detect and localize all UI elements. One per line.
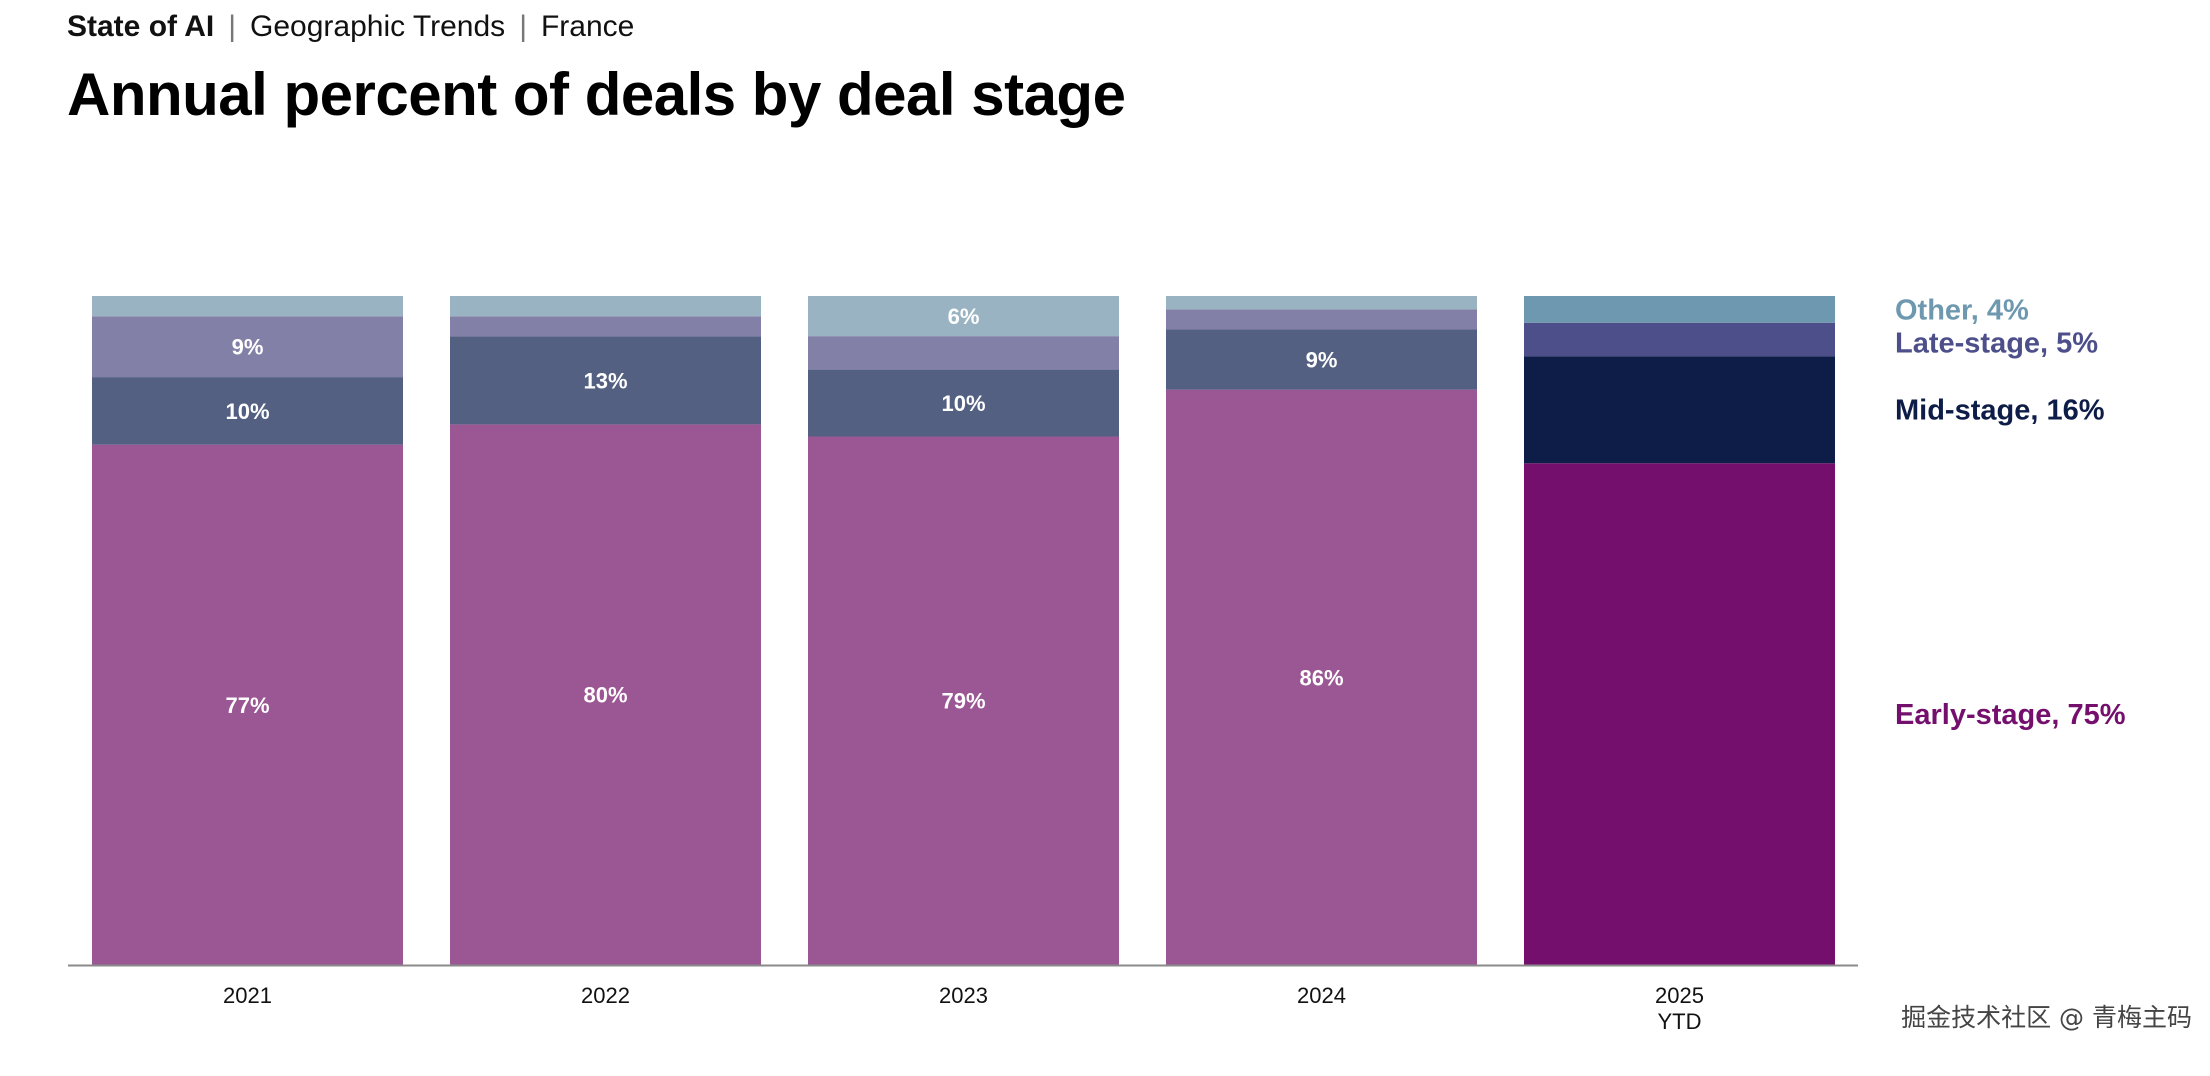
bar-segment-other-2022 <box>450 296 761 317</box>
bar-segment-mid-stage-2021 <box>92 377 403 445</box>
legend-label-other: Other, 4% <box>1895 294 2029 326</box>
breadcrumb-item-country: France <box>540 10 635 43</box>
chart-title: Annual percent of deals by deal stage <box>67 61 1126 128</box>
legend-label-early-stage: Early-stage, 75% <box>1895 699 2126 731</box>
bar-segment-early-stage-2024 <box>1166 389 1477 965</box>
breadcrumb-item-section: Geographic Trends <box>250 10 506 43</box>
bar-segment-late-stage-2023 <box>808 336 1119 370</box>
bar-segment-early-stage-2023 <box>808 436 1119 965</box>
bar-segment-early-stage-2025-ytd <box>1524 463 1835 965</box>
data-label-early-stage-2021: 77% <box>225 693 269 718</box>
breadcrumb-separator: | <box>519 10 527 43</box>
bar-segment-mid-stage-2022 <box>450 336 761 425</box>
data-label-early-stage-2024: 86% <box>1299 665 1343 690</box>
data-label-mid-stage-2023: 10% <box>941 391 985 416</box>
bar-segment-mid-stage-2024 <box>1166 329 1477 390</box>
breadcrumb-separator: | <box>228 10 237 43</box>
legend-label-mid-stage: Mid-stage, 16% <box>1895 395 2105 427</box>
bar-segment-late-stage-2022 <box>450 316 761 337</box>
watermark: 掘金技术社区 @ 青梅主码 <box>1901 1003 2192 1032</box>
bar-segment-early-stage-2021 <box>92 444 403 966</box>
bar-segment-other-2021 <box>92 296 403 317</box>
x-tick-label-2021: 2021 <box>223 983 272 1008</box>
bar-segment-other-2023 <box>808 296 1119 337</box>
bar-segment-mid-stage-2023 <box>808 369 1119 437</box>
data-label-mid-stage-2022: 13% <box>583 368 627 393</box>
x-tick-label-2025-ytd: 2025 YTD <box>1655 983 1704 1034</box>
bar-segment-mid-stage-2025-ytd <box>1524 356 1835 464</box>
bar-segment-late-stage-2024 <box>1166 309 1477 330</box>
breadcrumb: State of AI | Geographic Trends | France <box>67 10 634 44</box>
data-label-other-2023: 6% <box>948 304 980 329</box>
x-tick-label-2024: 2024 <box>1297 983 1346 1008</box>
legend-label-late-stage: Late-stage, 5% <box>1895 327 2098 359</box>
x-tick-label-2023: 2023 <box>939 983 988 1008</box>
data-label-mid-stage-2021: 10% <box>225 399 269 424</box>
bar-segment-late-stage-2021 <box>92 316 403 378</box>
data-label-early-stage-2022: 80% <box>583 683 627 708</box>
bar-segment-other-2024 <box>1166 296 1477 310</box>
breadcrumb-item-report: State of AI <box>67 10 215 43</box>
x-tick-label-2022: 2022 <box>581 983 630 1008</box>
data-label-early-stage-2023: 79% <box>941 689 985 714</box>
data-label-mid-stage-2024: 9% <box>1306 348 1338 373</box>
data-label-late-stage-2021: 9% <box>232 335 264 360</box>
bar-segment-early-stage-2022 <box>450 424 761 966</box>
bar-segment-other-2025-ytd <box>1524 296 1835 323</box>
bar-segment-late-stage-2025-ytd <box>1524 322 1835 357</box>
